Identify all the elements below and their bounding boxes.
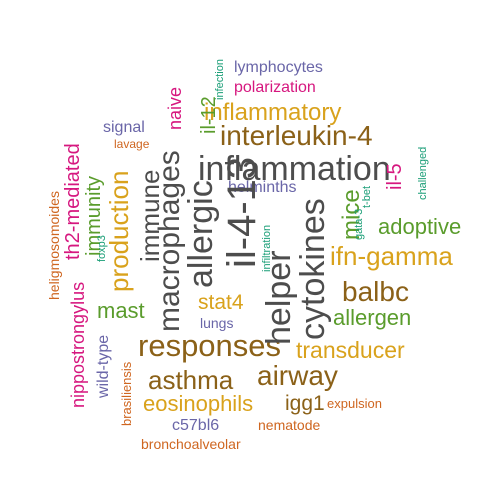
- word-interleukin-4: interleukin-4: [220, 120, 373, 151]
- word-gata-3: gata-3: [353, 208, 365, 240]
- word-heligmosomoides: heligmosomoides: [46, 191, 62, 300]
- word-t-bet: t-bet: [361, 185, 373, 208]
- word-brasiliensis: brasiliensis: [119, 361, 134, 426]
- word-il-12: il-12: [198, 96, 220, 134]
- word-foxp3: foxp3: [96, 235, 108, 262]
- word-ifn-gamma: production: [104, 170, 134, 292]
- word-production: ifn-gamma: [330, 241, 453, 271]
- word-lungs: lungs: [200, 315, 234, 331]
- word-eosinophils: eosinophils: [143, 391, 254, 416]
- word-adoptive: adoptive: [378, 214, 462, 239]
- word-asthma: asthma: [148, 365, 234, 395]
- word-lymphocytes: lymphocytes: [234, 59, 323, 76]
- word-infection: infection: [214, 59, 226, 100]
- word-mast: mast: [97, 298, 145, 323]
- word-signal: signal: [103, 119, 145, 136]
- word-nematode: nematode: [258, 417, 321, 433]
- word-nippostrongylus: nippostrongylus: [68, 281, 88, 408]
- word-th2-mediated: th2-mediated: [62, 143, 84, 260]
- word-polarization: polarization: [234, 79, 316, 96]
- word-inflammation: inflammation: [198, 150, 391, 188]
- word-immune: immune: [135, 169, 165, 262]
- word-transducer: transducer: [296, 337, 405, 363]
- word-responses: responses: [138, 328, 282, 363]
- word-il-4-13: il-4-13: [220, 156, 264, 268]
- word-lavage: lavage: [114, 137, 150, 151]
- word-airway: airway: [257, 360, 338, 391]
- word-wild-type: wild-type: [95, 334, 112, 398]
- word-helminths: helminths: [228, 179, 297, 196]
- word-allergic: allergic: [182, 180, 220, 288]
- word-c57bl6: c57bl6: [172, 417, 220, 434]
- word-naive: naive: [165, 86, 185, 130]
- word-il-5: il-5: [384, 163, 406, 190]
- word-cytokines: cytokines: [294, 198, 332, 340]
- word-allergen: allergen: [333, 305, 412, 330]
- word-balbc: balbc: [342, 276, 409, 307]
- word-igg1: igg1: [285, 392, 325, 415]
- word-infiltration: infiltration: [261, 224, 273, 272]
- word-expulsion: expulsion: [327, 396, 382, 411]
- word-stat4: stat4: [198, 291, 244, 314]
- word-challenged: challenged: [417, 146, 429, 200]
- word-bronchoalveolar: bronchoalveolar: [141, 436, 241, 452]
- word-inflammatory: inflammatory: [204, 99, 342, 126]
